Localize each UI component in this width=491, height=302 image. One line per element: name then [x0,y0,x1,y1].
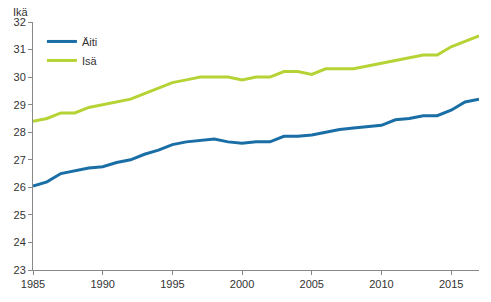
svg-text:2000: 2000 [230,278,254,290]
svg-text:2015: 2015 [439,278,463,290]
svg-text:Ikä: Ikä [13,6,29,18]
svg-text:Isä: Isä [82,55,98,67]
svg-text:28: 28 [14,126,26,138]
svg-text:2005: 2005 [300,278,324,290]
svg-text:24: 24 [14,236,26,248]
svg-text:31: 31 [14,43,26,55]
svg-text:2010: 2010 [369,278,393,290]
svg-text:23: 23 [14,264,26,276]
svg-text:1985: 1985 [21,278,45,290]
svg-text:25: 25 [14,209,26,221]
svg-text:26: 26 [14,181,26,193]
svg-text:1990: 1990 [90,278,114,290]
svg-text:27: 27 [14,154,26,166]
svg-text:29: 29 [14,99,26,111]
svg-text:Äiti: Äiti [82,36,97,48]
svg-text:1995: 1995 [160,278,184,290]
svg-text:32: 32 [14,16,26,28]
svg-text:30: 30 [14,71,26,83]
